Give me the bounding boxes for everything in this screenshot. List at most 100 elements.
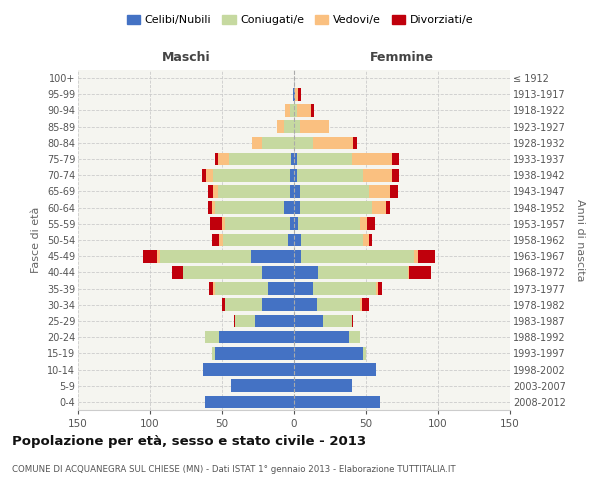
Bar [214, 185, 218, 198]
Bar [143, 250, 157, 262]
Bar [157, 250, 160, 262]
Bar [205, 396, 294, 408]
Bar [290, 104, 294, 117]
Bar [319, 266, 408, 278]
Bar [212, 347, 215, 360]
Bar [225, 218, 290, 230]
Bar [160, 250, 251, 262]
Bar [262, 136, 294, 149]
Bar [294, 282, 313, 295]
Bar [294, 347, 363, 360]
Bar [294, 363, 376, 376]
Bar [291, 152, 294, 166]
Bar [230, 380, 294, 392]
Bar [215, 202, 284, 214]
Bar [222, 298, 225, 311]
Bar [214, 169, 290, 181]
Y-axis label: Anni di nascita: Anni di nascita [575, 198, 585, 281]
Bar [290, 218, 294, 230]
Bar [300, 202, 372, 214]
Bar [362, 298, 369, 311]
Bar [294, 88, 295, 101]
Bar [208, 185, 214, 198]
Bar [372, 202, 386, 214]
Bar [294, 250, 301, 262]
Bar [294, 169, 297, 181]
Bar [360, 218, 367, 230]
Bar [225, 298, 262, 311]
Bar [209, 282, 214, 295]
Bar [286, 104, 290, 117]
Bar [293, 88, 294, 101]
Bar [323, 314, 352, 328]
Bar [317, 298, 360, 311]
Bar [294, 380, 352, 392]
Bar [205, 331, 219, 344]
Bar [297, 169, 363, 181]
Bar [313, 282, 376, 295]
Bar [290, 185, 294, 198]
Bar [222, 218, 225, 230]
Bar [215, 347, 294, 360]
Text: Maschi: Maschi [161, 50, 211, 64]
Bar [353, 136, 358, 149]
Bar [377, 282, 382, 295]
Bar [172, 266, 183, 278]
Bar [229, 152, 291, 166]
Bar [284, 202, 294, 214]
Bar [284, 120, 294, 133]
Bar [212, 202, 215, 214]
Bar [223, 234, 288, 246]
Bar [202, 169, 206, 181]
Bar [363, 234, 369, 246]
Bar [212, 234, 219, 246]
Bar [290, 169, 294, 181]
Bar [251, 250, 294, 262]
Bar [255, 314, 294, 328]
Bar [300, 120, 329, 133]
Text: Femmine: Femmine [370, 50, 434, 64]
Bar [268, 282, 294, 295]
Bar [360, 298, 362, 311]
Bar [367, 218, 374, 230]
Bar [392, 169, 399, 181]
Bar [211, 218, 222, 230]
Bar [294, 396, 380, 408]
Bar [294, 185, 300, 198]
Bar [297, 152, 352, 166]
Text: COMUNE DI ACQUANEGRA SUL CHIESE (MN) - Dati ISTAT 1° gennaio 2013 - Elaborazione: COMUNE DI ACQUANEGRA SUL CHIESE (MN) - D… [12, 465, 455, 474]
Bar [214, 282, 215, 295]
Bar [418, 250, 435, 262]
Bar [298, 218, 360, 230]
Bar [369, 234, 372, 246]
Bar [294, 202, 300, 214]
Bar [294, 152, 297, 166]
Y-axis label: Fasce di età: Fasce di età [31, 207, 41, 273]
Bar [297, 104, 311, 117]
Bar [363, 169, 392, 181]
Bar [233, 314, 235, 328]
Bar [294, 314, 323, 328]
Bar [409, 266, 431, 278]
Bar [262, 298, 294, 311]
Text: Popolazione per età, sesso e stato civile - 2013: Popolazione per età, sesso e stato civil… [12, 435, 366, 448]
Bar [408, 266, 409, 278]
Bar [215, 152, 218, 166]
Bar [300, 185, 369, 198]
Bar [294, 234, 301, 246]
Bar [215, 282, 268, 295]
Bar [301, 250, 413, 262]
Bar [352, 152, 392, 166]
Bar [298, 88, 301, 101]
Bar [376, 282, 377, 295]
Bar [392, 152, 399, 166]
Bar [391, 185, 398, 198]
Bar [294, 298, 317, 311]
Bar [183, 266, 262, 278]
Bar [262, 266, 294, 278]
Bar [252, 136, 262, 149]
Bar [295, 88, 298, 101]
Bar [294, 266, 319, 278]
Bar [294, 331, 349, 344]
Bar [363, 347, 366, 360]
